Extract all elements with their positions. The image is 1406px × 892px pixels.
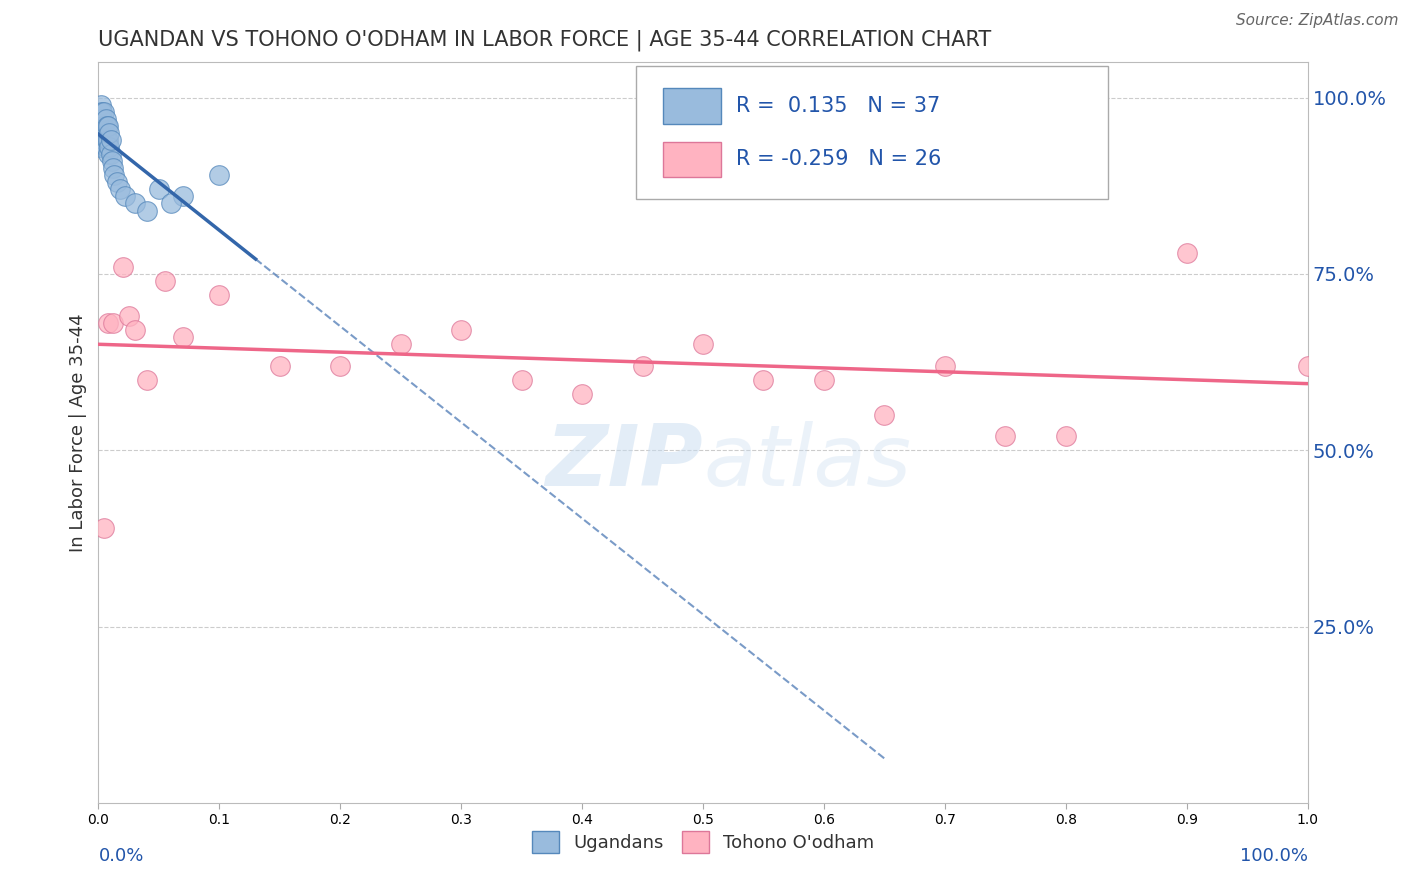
Point	[752, 373, 775, 387]
Point	[873, 408, 896, 422]
Point	[89, 126, 111, 140]
Point	[1175, 245, 1198, 260]
Point	[91, 119, 114, 133]
Point	[160, 196, 183, 211]
Point	[172, 189, 194, 203]
Point	[91, 104, 114, 119]
Point	[631, 359, 654, 373]
Point	[108, 182, 131, 196]
Point	[994, 429, 1017, 443]
Point	[93, 119, 115, 133]
Point	[89, 140, 111, 154]
Point	[98, 140, 121, 154]
Point	[91, 119, 114, 133]
Point	[90, 97, 112, 112]
Point	[97, 147, 120, 161]
Point	[94, 140, 117, 154]
Text: 0.0%: 0.0%	[98, 847, 143, 865]
Point	[105, 175, 128, 189]
Point	[93, 521, 115, 535]
Text: ZIP: ZIP	[546, 421, 703, 504]
FancyBboxPatch shape	[637, 66, 1108, 200]
Point	[101, 316, 124, 330]
Point	[90, 112, 112, 126]
Point	[172, 330, 194, 344]
Point	[100, 133, 122, 147]
Text: R =  0.135   N = 37: R = 0.135 N = 37	[735, 96, 939, 116]
Point	[111, 260, 134, 274]
Legend: Ugandans, Tohono O'odham: Ugandans, Tohono O'odham	[524, 824, 882, 861]
Point	[124, 196, 146, 211]
Point	[103, 168, 125, 182]
Point	[450, 323, 472, 337]
Point	[148, 182, 170, 196]
Point	[100, 154, 122, 169]
Point	[208, 288, 231, 302]
Point	[93, 104, 115, 119]
Text: Source: ZipAtlas.com: Source: ZipAtlas.com	[1236, 13, 1399, 29]
Text: UGANDAN VS TOHONO O'ODHAM IN LABOR FORCE | AGE 35-44 CORRELATION CHART: UGANDAN VS TOHONO O'ODHAM IN LABOR FORCE…	[98, 29, 991, 51]
Point	[93, 133, 115, 147]
Point	[97, 119, 120, 133]
Text: R = -0.259   N = 26: R = -0.259 N = 26	[735, 150, 941, 169]
Point	[135, 373, 157, 387]
Point	[1296, 359, 1319, 373]
Point	[135, 203, 157, 218]
Y-axis label: In Labor Force | Age 35-44: In Labor Force | Age 35-44	[69, 313, 87, 552]
Point	[94, 112, 117, 126]
Point	[329, 359, 352, 373]
Point	[934, 359, 956, 373]
Point	[97, 316, 120, 330]
Point	[692, 337, 714, 351]
Point	[510, 373, 533, 387]
Point	[91, 112, 114, 126]
Text: atlas: atlas	[703, 421, 911, 504]
Point	[208, 168, 231, 182]
Point	[118, 310, 141, 324]
Point	[269, 359, 291, 373]
Point	[101, 161, 124, 176]
Point	[97, 133, 120, 147]
Point	[153, 274, 176, 288]
FancyBboxPatch shape	[664, 88, 721, 124]
Point	[90, 104, 112, 119]
Point	[94, 126, 117, 140]
Point	[98, 126, 121, 140]
FancyBboxPatch shape	[664, 142, 721, 178]
Point	[91, 126, 114, 140]
Point	[96, 133, 118, 147]
Point	[100, 147, 122, 161]
Point	[96, 119, 118, 133]
Point	[1054, 429, 1077, 443]
Point	[389, 337, 412, 351]
Point	[124, 323, 146, 337]
Point	[114, 189, 136, 203]
Point	[571, 387, 593, 401]
Text: 100.0%: 100.0%	[1240, 847, 1308, 865]
Point	[813, 373, 835, 387]
